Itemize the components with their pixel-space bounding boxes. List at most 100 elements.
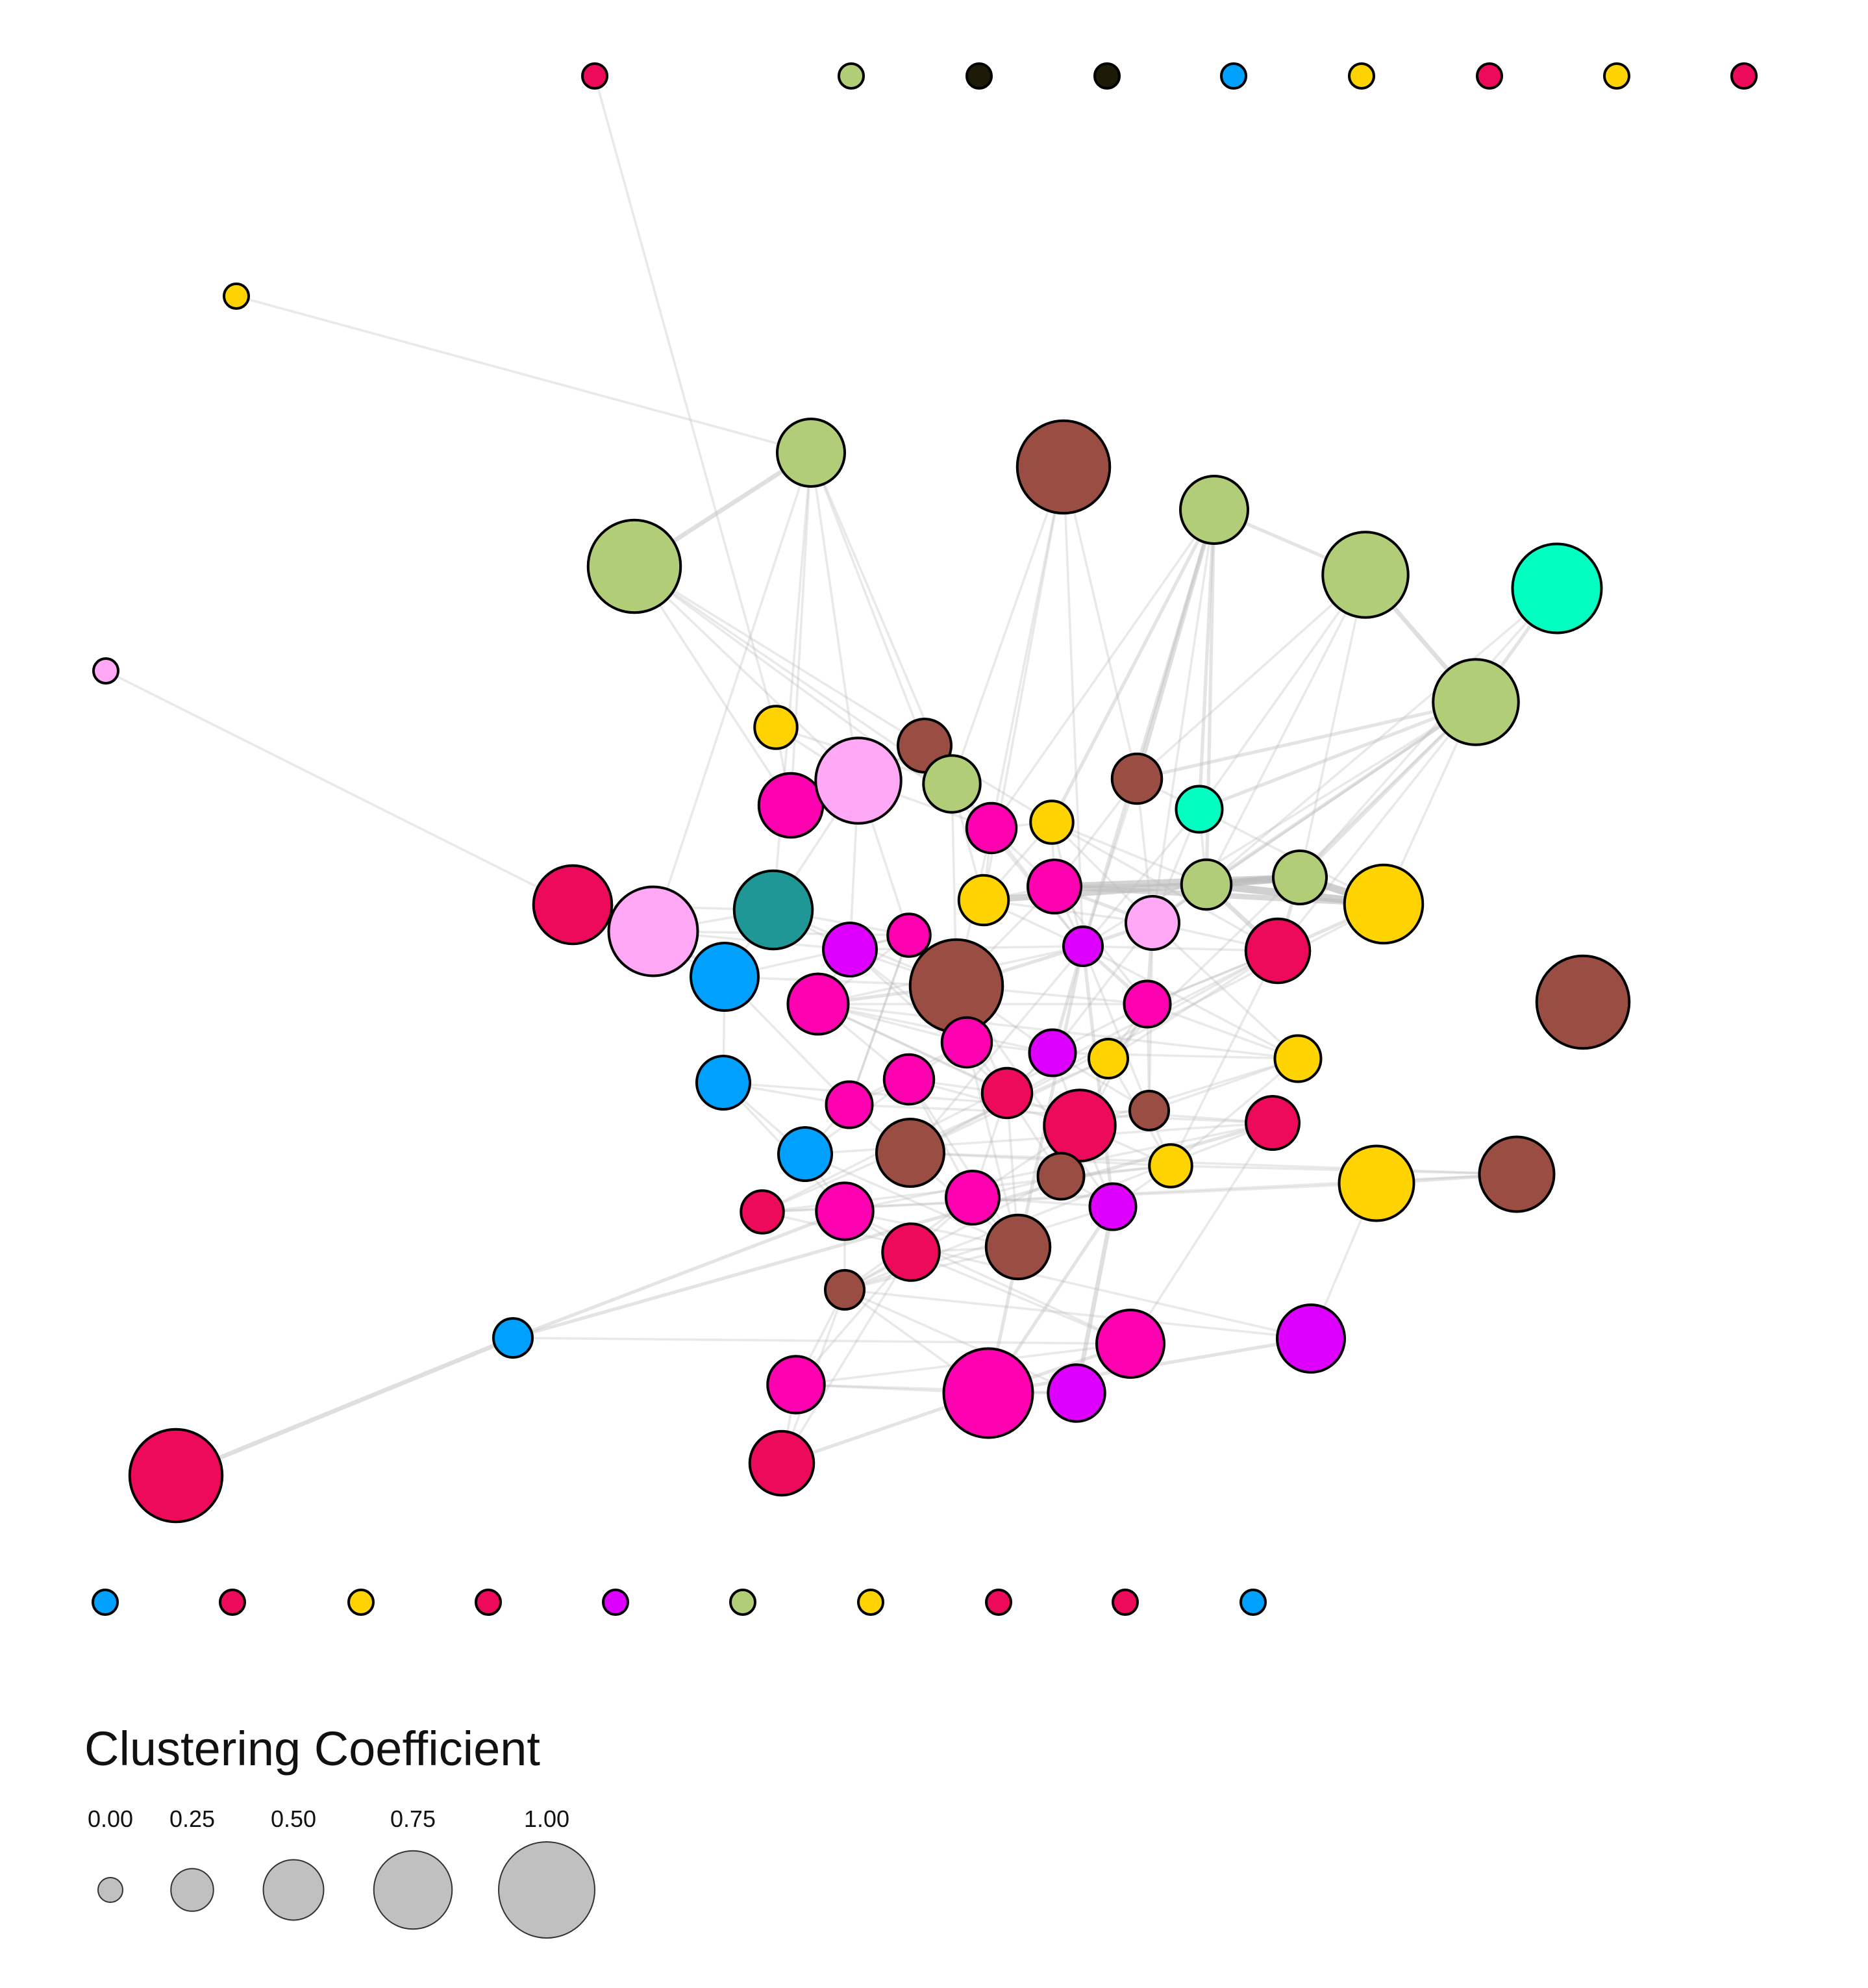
graph-node-n_y3[interactable] [1030, 801, 1073, 844]
graph-node-n_cr4[interactable] [1044, 1090, 1115, 1161]
graph-node-n_lp2[interactable] [816, 738, 901, 824]
graph-node-n_br10[interactable] [986, 1215, 1051, 1279]
graph-node-n_cr6[interactable] [741, 1190, 784, 1233]
legend-label-3: 0.75 [390, 1806, 436, 1832]
graph-node-n_pk9[interactable] [827, 1082, 873, 1128]
graph-node-n_ol1[interactable] [777, 419, 845, 486]
graph-node-n_aq1[interactable] [1513, 544, 1602, 633]
graph-node-n_pk13[interactable] [767, 1356, 825, 1413]
graph-node-i4[interactable] [1095, 64, 1119, 88]
graph-node-n_ol3[interactable] [1180, 476, 1248, 544]
graph-node-n_lp1[interactable] [93, 659, 118, 683]
graph-node-n_y8[interactable] [1149, 1144, 1192, 1187]
graph-node-n_mg2[interactable] [1064, 927, 1102, 966]
graph-node-n_y9[interactable] [1339, 1146, 1414, 1221]
graph-node-n_pk7[interactable] [942, 1018, 992, 1068]
graph-node-n_br3[interactable] [1112, 754, 1162, 804]
graph-node-n_ol6[interactable] [923, 755, 980, 812]
graph-node-n_mg5[interactable] [1277, 1305, 1345, 1372]
graph-edge [236, 296, 811, 453]
graph-node-n_br7[interactable] [877, 1119, 944, 1187]
graph-node-n_br6[interactable] [1130, 1091, 1169, 1130]
graph-node-n_pk14[interactable] [944, 1349, 1033, 1438]
graph-edge [811, 453, 925, 746]
graph-node-i5[interactable] [1221, 64, 1246, 88]
graph-node-n_br11[interactable] [825, 1270, 864, 1309]
graph-node-n_bl4[interactable] [493, 1318, 532, 1357]
graph-node-n_cr3[interactable] [982, 1068, 1032, 1118]
graph-edge [106, 671, 573, 905]
graph-node-n_mg1[interactable] [823, 923, 877, 976]
legend-size-scale: 0.00 0.25 0.50 0.75 1.00 [88, 1806, 595, 1938]
graph-node-n_br1[interactable] [1017, 421, 1110, 514]
graph-edge [1137, 575, 1365, 779]
graph-node-n_y1[interactable] [224, 284, 249, 308]
graph-node-b2[interactable] [220, 1590, 245, 1615]
graph-node-n_bl1[interactable] [691, 943, 758, 1011]
graph-node-n_tl1[interactable] [734, 871, 813, 950]
legend-size-circle-3 [374, 1851, 453, 1930]
graph-node-n_ol8[interactable] [1273, 851, 1326, 904]
graph-node-n_pk1[interactable] [759, 774, 823, 838]
graph-edge [513, 1211, 845, 1338]
graph-node-n_y7[interactable] [1275, 1036, 1321, 1082]
legend-label-0: 0.00 [88, 1806, 133, 1832]
graph-node-n_cr7[interactable] [882, 1224, 940, 1281]
graph-node-n_mg6[interactable] [1048, 1365, 1105, 1422]
graph-node-b4[interactable] [476, 1590, 501, 1615]
legend-label-4: 1.00 [524, 1806, 569, 1832]
graph-node-n_br4[interactable] [910, 940, 1003, 1033]
graph-edge [952, 467, 1064, 784]
graph-node-n_pk12[interactable] [1097, 1310, 1164, 1378]
graph-node-n_ol2[interactable] [588, 520, 681, 613]
graph-node-n_pk6[interactable] [788, 974, 849, 1035]
graph-node-b5[interactable] [603, 1590, 628, 1615]
graph-node-n_pk5[interactable] [1125, 981, 1171, 1027]
graph-node-b1[interactable] [93, 1590, 118, 1615]
graph-node-n_pk3[interactable] [967, 803, 1017, 853]
graph-node-n_br9[interactable] [1038, 1153, 1084, 1200]
graph-node-n_ol4[interactable] [1323, 532, 1408, 618]
graph-node-n_y2[interactable] [754, 706, 797, 749]
graph-node-i2[interactable] [839, 64, 864, 88]
graph-node-n_pk10[interactable] [816, 1183, 873, 1240]
graph-node-b10[interactable] [1241, 1590, 1265, 1615]
graph-node-b3[interactable] [349, 1590, 373, 1615]
graph-node-n_ol7[interactable] [1182, 860, 1232, 910]
graph-node-n_bl3[interactable] [778, 1127, 832, 1181]
graph-node-n_cr8[interactable] [130, 1429, 223, 1522]
graph-node-n_pk2[interactable] [1028, 860, 1081, 913]
graph-node-n_cr2[interactable] [1246, 919, 1310, 983]
graph-node-i8[interactable] [1604, 64, 1629, 88]
graph-node-n_cr1[interactable] [534, 866, 612, 944]
graph-node-n_lp3[interactable] [609, 887, 698, 976]
graph-node-i1[interactable] [582, 64, 607, 88]
graph-node-b7[interactable] [858, 1590, 883, 1615]
graph-node-i6[interactable] [1349, 64, 1374, 88]
graph-node-n_pk11[interactable] [946, 1171, 999, 1224]
graph-node-b6[interactable] [730, 1590, 755, 1615]
graph-node-b9[interactable] [1113, 1590, 1138, 1615]
graph-node-n_pk8[interactable] [884, 1055, 934, 1105]
graph-node-n_cr5[interactable] [1246, 1096, 1299, 1150]
graph-node-n_pk4[interactable] [888, 914, 930, 957]
graph-node-n_mg4[interactable] [1090, 1184, 1136, 1230]
graph-node-n_y6[interactable] [1089, 1039, 1128, 1078]
graph-node-i7[interactable] [1477, 64, 1502, 88]
graph-node-n_lp4[interactable] [1126, 896, 1179, 950]
graph-node-n_bl2[interactable] [697, 1056, 750, 1109]
graph-node-n_ol5[interactable] [1433, 659, 1519, 745]
graph-node-n_cr9[interactable] [750, 1431, 814, 1496]
graph-node-n_aq2[interactable] [1177, 786, 1223, 833]
graph-node-b8[interactable] [986, 1590, 1011, 1615]
graph-node-i3[interactable] [967, 64, 991, 88]
graph-node-n_y4[interactable] [959, 875, 1009, 925]
graph-node-i9[interactable] [1732, 64, 1756, 88]
graph-node-n_mg3[interactable] [1030, 1030, 1076, 1076]
legend-label-1: 0.25 [169, 1806, 215, 1832]
graph-node-n_y5[interactable] [1345, 865, 1423, 944]
graph-node-n_br8[interactable] [1480, 1137, 1554, 1212]
graph-node-n_br5[interactable] [1537, 956, 1630, 1049]
legend-size-circle-2 [264, 1860, 324, 1920]
